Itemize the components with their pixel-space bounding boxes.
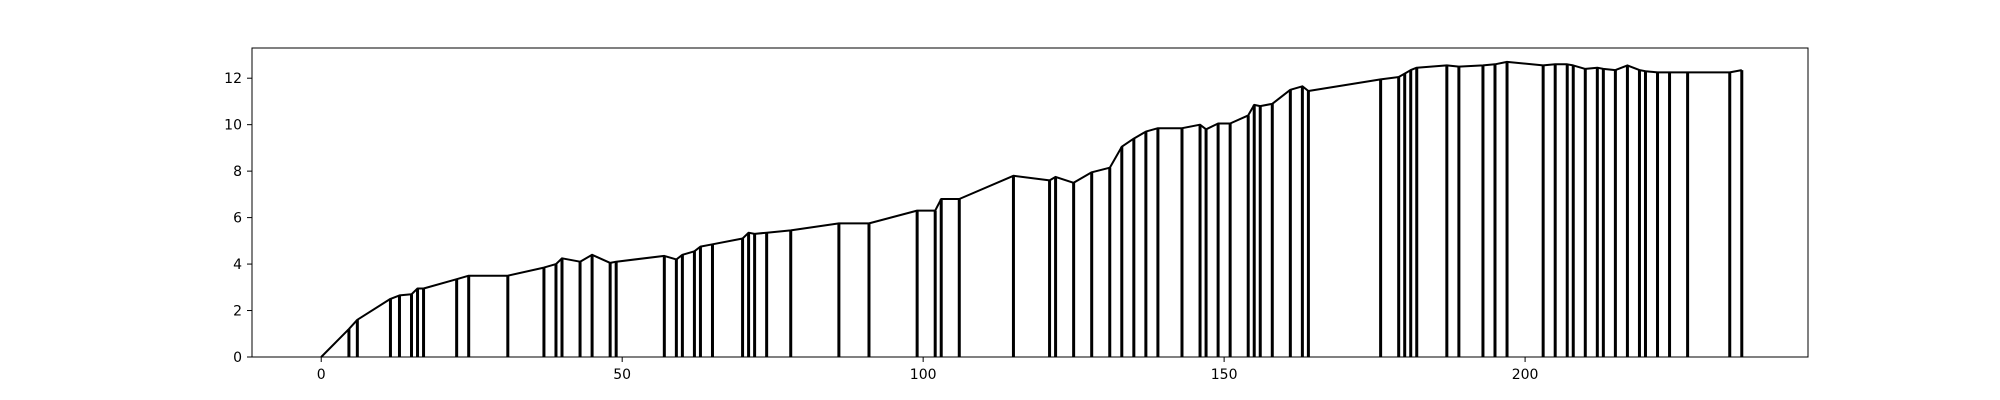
y-tick-label: 2 <box>233 304 242 320</box>
y-tick-label: 8 <box>233 164 242 180</box>
series-line <box>320 60 1742 358</box>
x-axis-ticks: 0 50 100 150 200 <box>317 357 1539 383</box>
y-tick-label: 6 <box>233 211 242 227</box>
y-axis-ticks: 0 2 4 6 8 10 12 <box>224 71 252 366</box>
y-tick-label: 10 <box>224 118 242 134</box>
y-tick-label: 4 <box>233 257 242 273</box>
y-tick-label: 0 <box>233 350 242 366</box>
vertical-bars <box>347 61 1744 357</box>
series-line-layer <box>320 60 1742 358</box>
x-tick-label: 0 <box>317 367 326 383</box>
y-tick-label: 12 <box>224 71 242 87</box>
x-tick-label: 150 <box>1211 367 1238 383</box>
axes-frame <box>251 47 1809 358</box>
x-tick-label: 200 <box>1512 367 1539 383</box>
x-tick-label: 100 <box>910 367 937 383</box>
x-tick-label: 50 <box>613 367 631 383</box>
